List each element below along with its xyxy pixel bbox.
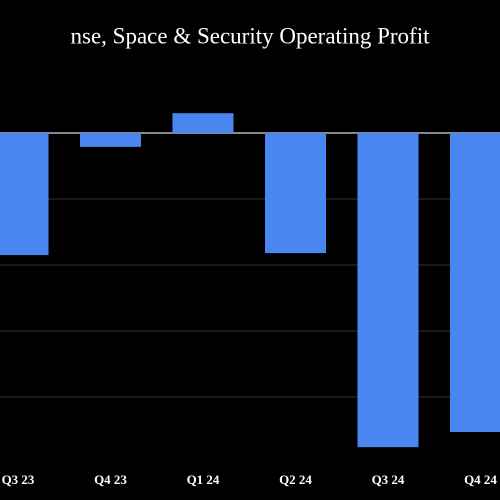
x-tick-label: Q4 23 bbox=[94, 472, 127, 487]
x-tick-label: Q2 24 bbox=[279, 472, 312, 487]
x-tick-label: Q1 24 bbox=[187, 472, 220, 487]
x-tick-label: Q4 24 bbox=[464, 472, 497, 487]
bar bbox=[265, 133, 326, 254]
bar bbox=[172, 113, 234, 133]
x-tick-label: Q3 23 bbox=[2, 472, 35, 487]
bar bbox=[80, 133, 141, 147]
bar bbox=[357, 133, 419, 448]
chart-title: nse, Space & Security Operating Profit bbox=[71, 23, 431, 48]
x-tick-label: Q3 24 bbox=[372, 472, 405, 487]
bar bbox=[450, 133, 500, 432]
bar bbox=[0, 133, 49, 256]
